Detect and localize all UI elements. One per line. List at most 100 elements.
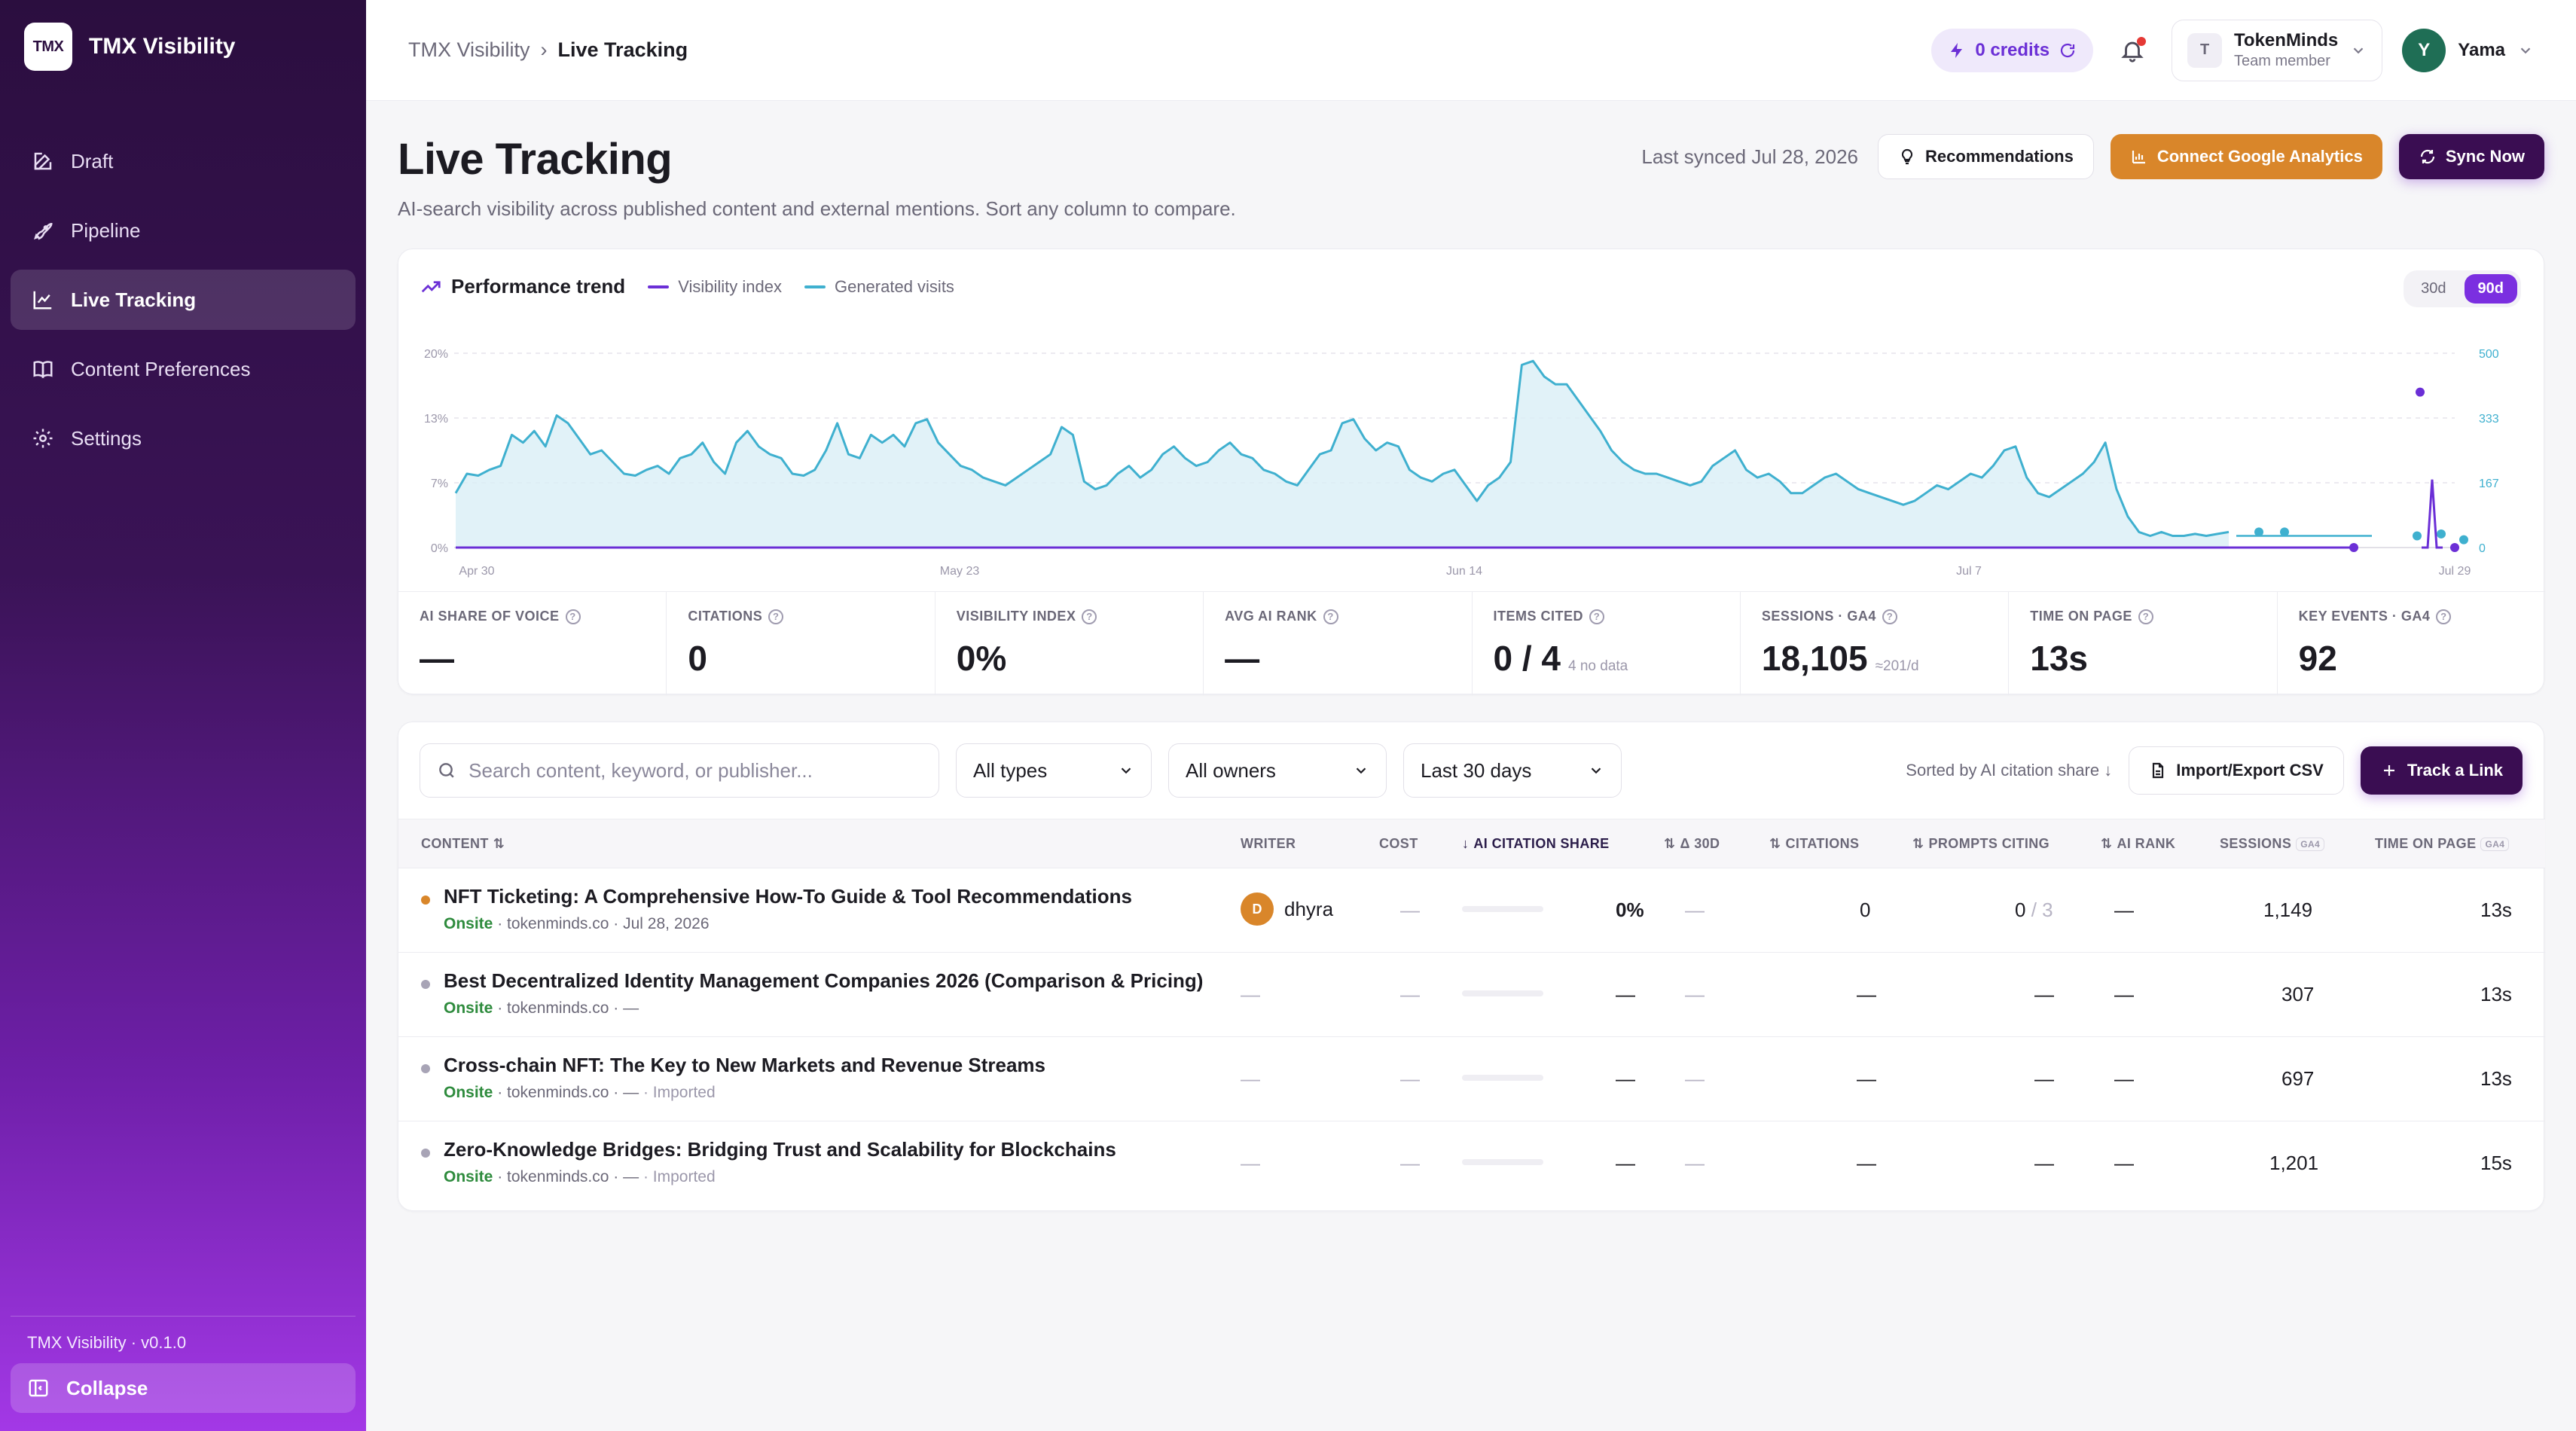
kpi-note: 4 no data <box>1568 658 1628 674</box>
table-row[interactable]: Best Decentralized Identity Management C… <box>398 953 2545 1037</box>
info-icon[interactable]: ? <box>1882 609 1897 624</box>
team-switcher[interactable]: T TokenMinds Team member <box>2172 19 2383 81</box>
kpi-label: AVG AI RANK? <box>1225 609 1450 624</box>
kpi-value-text: — <box>1225 639 1260 678</box>
column-header-prompts-citing[interactable]: ⇅ PROMPTS CITING <box>1912 836 2050 852</box>
citation-share-cell: — <box>1616 983 1635 1005</box>
performance-title: Performance trend <box>420 275 625 298</box>
column-header-sessions[interactable]: SESSIONS GA4 <box>2220 836 2325 852</box>
table-row[interactable]: Cross-chain NFT: The Key to New Markets … <box>398 1037 2545 1121</box>
kpi-label: VISIBILITY INDEX? <box>957 609 1182 624</box>
connect-google-analytics-button[interactable]: Connect Google Analytics <box>2110 134 2382 179</box>
import-export-csv-button[interactable]: Import/Export CSV <box>2129 746 2344 795</box>
kpi-value-text: — <box>420 639 454 678</box>
kpi-label: CITATIONS? <box>688 609 913 624</box>
column-label: CITATIONS <box>1785 836 1860 851</box>
kpi-label-text: ITEMS CITED <box>1493 609 1584 624</box>
kpi-note: ≈201/d <box>1875 658 1919 674</box>
kpi-label: ITEMS CITED? <box>1494 609 1719 624</box>
notifications-button[interactable] <box>2113 31 2152 70</box>
sort-indicator[interactable]: Sorted by AI citation share ↓ <box>1906 761 2112 780</box>
delta-cell: — <box>1685 983 1705 1005</box>
writer-name: dhyra <box>1284 897 1334 920</box>
column-label: SESSIONS <box>2220 836 2292 851</box>
column-header-content[interactable]: CONTENT ⇅ <box>421 836 505 852</box>
user-name: Yama <box>2458 39 2505 60</box>
sidebar-item-label: Live Tracking <box>71 288 197 311</box>
writer-cell: — <box>1241 983 1260 1005</box>
row-title[interactable]: Best Decentralized Identity Management C… <box>444 969 1204 992</box>
visits-line <box>454 359 2230 537</box>
info-icon[interactable]: ? <box>565 609 581 624</box>
sync-now-button[interactable]: Sync Now <box>2398 134 2544 179</box>
citation-share-bar <box>1462 990 1543 996</box>
row-title[interactable]: NFT Ticketing: A Comprehensive How-To Gu… <box>444 885 1132 908</box>
visits-point <box>2254 527 2263 537</box>
legend-visibility-index[interactable]: Visibility index <box>648 277 782 297</box>
info-icon[interactable]: ? <box>2436 609 2452 624</box>
sidebar-item-content-preferences[interactable]: Content Preferences <box>11 339 356 399</box>
kpi-value-text: 0 / 4 <box>1493 639 1561 678</box>
type-filter-select[interactable]: All types <box>956 743 1152 798</box>
column-header-citations[interactable]: ⇅ CITATIONS <box>1769 836 1859 852</box>
range-90d-button[interactable]: 90d <box>2464 274 2517 304</box>
kpi-citations: CITATIONS? 0 <box>667 592 935 695</box>
sidebar-item-settings[interactable]: Settings <box>11 408 356 468</box>
sort-icon: ⇅ <box>493 836 505 851</box>
sidebar-item-pipeline[interactable]: Pipeline <box>11 200 356 261</box>
range-toggle: 30d 90d <box>2404 270 2521 307</box>
prompts-total: / 3 <box>2031 899 2053 921</box>
performance-title-text: Performance trend <box>451 275 626 297</box>
info-icon[interactable]: ? <box>1323 609 1338 624</box>
citation-share-cell: — <box>1616 1152 1635 1174</box>
performance-card: Performance trend Visibility index Gener… <box>398 249 2545 695</box>
kpi-sessions-ga4: SESSIONS · GA4? 18,105 ≈201/d <box>1741 592 2010 695</box>
search-box[interactable] <box>420 743 939 798</box>
column-header-time-on-page[interactable]: TIME ON PAGE GA4 <box>2375 836 2510 852</box>
owner-filter-select[interactable]: All owners <box>1168 743 1387 798</box>
info-icon[interactable]: ? <box>1082 609 1097 624</box>
info-icon[interactable]: ? <box>1589 609 1605 624</box>
track-link-button[interactable]: Track a Link <box>2360 746 2523 795</box>
sidebar-item-live-tracking[interactable]: Live Tracking <box>11 270 356 330</box>
user-menu[interactable]: Y Yama <box>2402 28 2534 72</box>
row-title[interactable]: Cross-chain NFT: The Key to New Markets … <box>444 1054 1046 1076</box>
last-synced: Last synced Jul 28, 2026 <box>1641 145 1859 168</box>
row-date: · — <box>613 999 639 1017</box>
kpi-value: — <box>420 638 645 679</box>
info-icon[interactable]: ? <box>2138 609 2153 624</box>
bar-chart-icon <box>2132 151 2145 164</box>
range-30d-button[interactable]: 30d <box>2421 280 2446 297</box>
kpi-value: 0 <box>688 638 913 679</box>
collapse-sidebar-button[interactable]: Collapse <box>11 1363 356 1413</box>
row-title[interactable]: Zero-Knowledge Bridges: Bridging Trust a… <box>444 1138 1116 1161</box>
column-header-delta-30d[interactable]: ⇅ Δ 30D <box>1664 836 1720 852</box>
info-icon[interactable]: ? <box>768 609 784 624</box>
column-header-ai-rank[interactable]: ⇅ AI RANK <box>2101 836 2175 852</box>
avatar: D <box>1241 892 1274 926</box>
sort-icon: ⇅ <box>1664 836 1676 851</box>
credits-badge[interactable]: 0 credits <box>1931 28 2094 72</box>
brand[interactable]: TMX TMX Visibility <box>24 23 236 71</box>
x-tick-label: Jul 29 <box>2439 565 2471 578</box>
table-row[interactable]: Zero-Knowledge Bridges: Bridging Trust a… <box>398 1121 2545 1206</box>
kpi-label-text: SESSIONS · GA4 <box>1761 609 1876 624</box>
status-dot <box>421 1149 430 1158</box>
breadcrumb: TMX Visibility › Live Tracking <box>408 38 688 62</box>
recommendations-button[interactable]: Recommendations <box>1878 134 2094 179</box>
refresh-icon[interactable] <box>2059 41 2077 59</box>
time-on-page-cell: 13s <box>2480 983 2512 1005</box>
breadcrumb-root[interactable]: TMX Visibility <box>408 38 530 61</box>
date-range-select[interactable]: Last 30 days <box>1403 743 1622 798</box>
sidebar-item-draft[interactable]: Draft <box>11 131 356 191</box>
column-header-ai-citation-share[interactable]: ↓ AI CITATION SHARE <box>1462 836 1610 852</box>
x-tick-label: Jun 14 <box>1446 565 1482 578</box>
kpi-label-text: KEY EVENTS · GA4 <box>2298 609 2431 624</box>
citation-share-bar <box>1462 1075 1543 1081</box>
search-input[interactable] <box>469 758 922 783</box>
table-row[interactable]: NFT Ticketing: A Comprehensive How-To Gu… <box>398 868 2545 953</box>
sidebar-item-label: Draft <box>71 149 114 172</box>
legend-generated-visits[interactable]: Generated visits <box>804 277 954 297</box>
citations-cell: — <box>1857 1067 1876 1090</box>
visibility-spike <box>2422 479 2443 549</box>
